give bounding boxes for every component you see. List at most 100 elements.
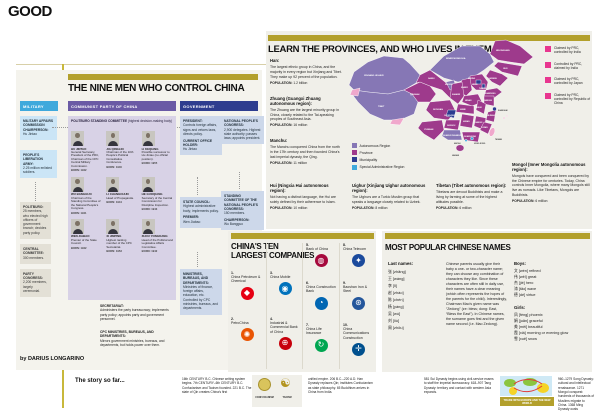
legend-label: Province (359, 150, 373, 155)
group-body: The largest ethnic group in China, and t… (270, 65, 342, 79)
member-name: LI KEQIANG (141, 146, 159, 151)
group-body: Not having a distinct language, the Hui … (270, 195, 336, 204)
company-logo: ◔ (314, 296, 328, 310)
secretariat-block: SECRETARIAT: Administers the party burea… (100, 304, 176, 321)
group-population: POPULATION: 16 million (270, 123, 342, 127)
map-label: ANHUI (476, 106, 482, 109)
ethnic-tibetan: Tibetan (Tibet autonomous region): Tibet… (436, 183, 508, 209)
block-body: 2,900 delegates. Highest state authority… (224, 127, 261, 141)
company-item: 3. China Mobile ◉ (270, 271, 300, 296)
president-block: PRESIDENT: Controls foreign affairs, sig… (180, 116, 222, 156)
member-title: Head of the Political and Legislative Af… (141, 237, 173, 249)
claim-item: Claimed by PRC, controlled by Japan (545, 77, 591, 86)
company-name: China Communications Construction (343, 327, 370, 340)
block-heading: POLITBURO: (23, 205, 44, 209)
claim-swatch (545, 77, 551, 84)
member-born: BORN: 1955 (141, 162, 158, 166)
member-card: WEN JIABAO Premier of the State Council.… (71, 218, 102, 254)
block-heading: SECRETARIAT: (100, 304, 124, 308)
map-label: INNER MONGOLIA (446, 57, 466, 60)
region-anhui (475, 99, 487, 115)
legend-swatch (352, 157, 357, 163)
company-item: 9. Baoshan Iron & Steel ⊛ (343, 281, 374, 310)
claim-item: Claimed by PRC, controlled by Republic o… (545, 92, 591, 106)
map-label: FUJIAN (481, 126, 488, 129)
china-map: XINJIANG UIGHUR TIBET QINGHAI GANSU INNE… (348, 39, 534, 157)
population-label: POPULATION: (270, 80, 293, 85)
member-born: BORN: 1953 (106, 250, 122, 254)
boy-name-item: 伟 [wěi] great (514, 275, 537, 280)
npc-block: NATIONAL PEOPLE'S CONGRESS: 2,900 delega… (221, 116, 264, 145)
ethnic-hui: Hui (Ningxia Hui autonomous region): Not… (270, 183, 344, 210)
member-card: HU JINTAO General Secretary, President o… (71, 131, 102, 173)
region-shandong (483, 87, 503, 99)
region-south-tibet (389, 117, 405, 126)
map-label: HUNAN (463, 120, 470, 123)
girls-list: 凤 [fèng] phoenix 娟 [juān] graceful 美 [měi]… (514, 312, 590, 342)
last-name-item: 陈 [chén] (388, 297, 404, 303)
map-label: HONG KONG (474, 143, 486, 145)
group-population: POPULATION: 1.2 billion (270, 81, 342, 85)
block-heading: STATE COUNCIL: (183, 200, 211, 204)
map-label: TAIWAN (495, 138, 503, 141)
byline: by DARIUS LONGARINO (20, 356, 85, 362)
population-value: 8 million (375, 205, 388, 210)
territorial-claims: Claimed by PRC, controlled by India Cont… (545, 46, 591, 113)
members-grid: HU JINTAO General Secretary, President o… (71, 131, 173, 253)
region-beijing (475, 79, 482, 85)
logo-glyph: ✛ (355, 344, 362, 354)
group-population: POPULATION: 6 million (512, 199, 590, 203)
member-title: Secretary of the Central Commission for … (141, 195, 173, 207)
company-item: 5. Bank of China ◍ (306, 243, 336, 268)
group-body: The Zhuang are the largest minority grou… (270, 108, 340, 122)
map-label: HEBEI (472, 84, 478, 86)
region-inner-mongolia (429, 45, 495, 83)
map-label: SHAANXI (452, 93, 461, 96)
company-logo: ◆ (240, 286, 254, 300)
group-heading: Zhuang (Guangxi Zhuang autonomous region… (270, 96, 321, 106)
population-value: 1.2 billion (293, 80, 308, 85)
population-label: POPULATION: (270, 205, 293, 210)
companies-section-bar (231, 233, 374, 239)
legend-swatch (352, 143, 357, 148)
girl-name-item: 雪 [xuě] snow (514, 337, 538, 342)
company-logo: ✺ (240, 328, 254, 342)
state-council-block: STATE COUNCIL: Highest administrative bo… (180, 197, 222, 228)
group-body: The Uighurs are a Turkic Muslim group th… (352, 195, 421, 204)
pla-block: PEOPLE'S LIBERATION ARMY: 2.25 million e… (20, 150, 57, 179)
claim-item: Controlled by PRC, claimed by India (545, 61, 591, 71)
map-label: CHONGQING (444, 115, 456, 117)
logo-glyph: ✦ (355, 256, 362, 266)
column-divider (266, 243, 267, 369)
good-logo: GOOD (8, 3, 52, 20)
region-jiangsu (483, 95, 495, 107)
names-title: MOST POPULAR CHINESE NAMES (385, 243, 511, 252)
member-title: General Secretary, President of the PRC,… (71, 149, 99, 168)
ministries-block: MINISTRIES, BUREAUS, AND DEPARTMENTS: Mi… (180, 269, 222, 315)
girls-names-column: Girls: 凤 [fèng] phoenix 娟 [juān] graceful… (514, 305, 590, 342)
map-label: NINGXIA (445, 83, 453, 86)
block-subvalue: Wu Bangguo (224, 222, 244, 227)
last-name-item: 吴 [wú] (388, 311, 401, 317)
map-label: SHANDONG (485, 92, 496, 95)
connector-line (35, 182, 36, 201)
map-label: GUANGDONG (464, 135, 477, 138)
legend-item: Municipality (352, 157, 410, 163)
block-body: Mirrors government ministries, bureaus, … (100, 338, 165, 347)
last-name-item: 李 [lǐ] (388, 283, 397, 289)
boy-name-item: 杰 [jié] hero (514, 281, 534, 286)
company-logo: ◍ (314, 254, 328, 268)
map-label: JIANGXI (475, 121, 483, 124)
company-logo: ⊛ (352, 296, 365, 310)
claim-swatch (545, 92, 551, 99)
logo-glyph: ◔ (318, 298, 324, 308)
company-logo: ⊕ (278, 336, 292, 350)
last-names-list: 张 [zhāng] 王 [wáng] 李 [lǐ] 赵 [zhào] 陈 [chén] 杨… (388, 268, 440, 331)
map-label: HAINAN (452, 154, 460, 157)
company-rank: 5. (306, 243, 309, 247)
branch-chip-party: COMMUNIST PARTY OF CHINA (68, 101, 176, 111)
population-value: 11 million (293, 160, 308, 165)
map-label: XINJIANG UIGHUR (364, 74, 384, 77)
company-rank: 3. (270, 271, 273, 275)
block-body: Administers the party bureaucracy; imple… (100, 308, 169, 321)
